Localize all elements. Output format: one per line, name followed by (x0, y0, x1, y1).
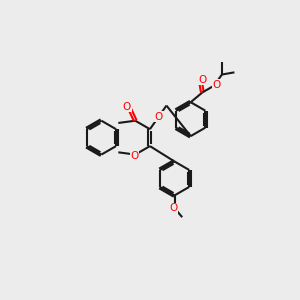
Text: O: O (212, 80, 220, 90)
Text: O: O (198, 75, 207, 85)
Text: O: O (130, 151, 139, 161)
Text: O: O (155, 112, 163, 122)
Text: O: O (123, 102, 131, 112)
Text: O: O (169, 203, 178, 213)
